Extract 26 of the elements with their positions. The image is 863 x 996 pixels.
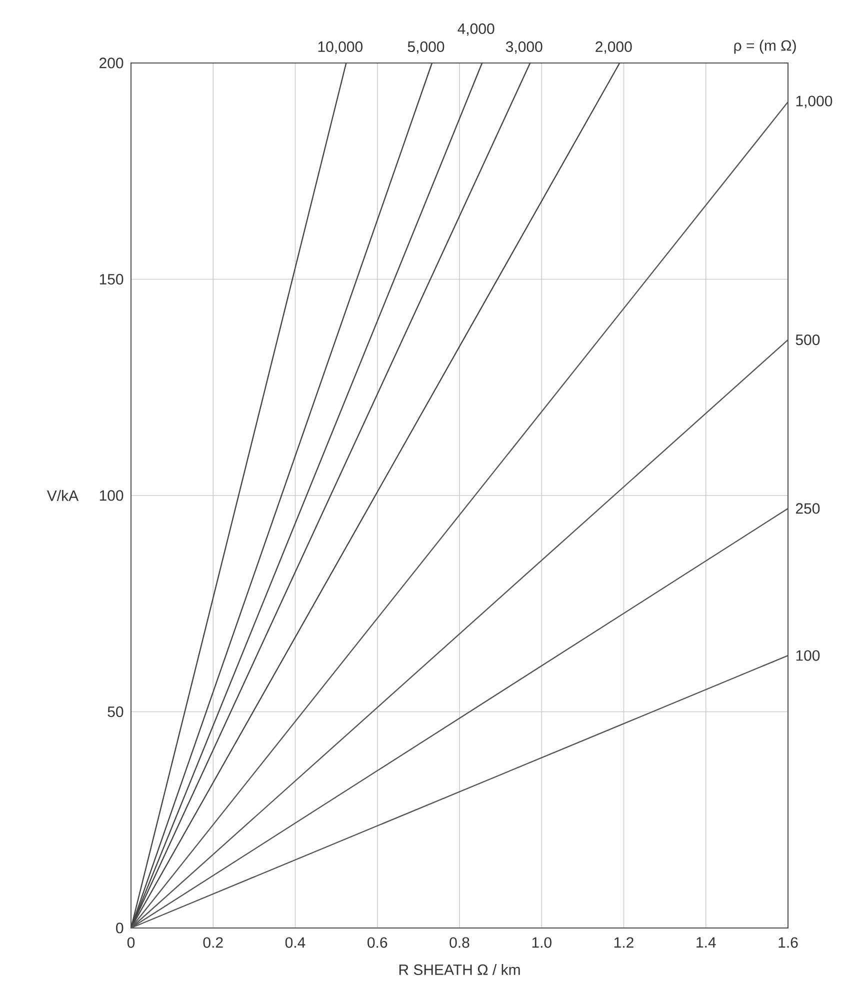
x-tick-label: 0.8 (450, 937, 470, 948)
x-tick-label: 0 (127, 937, 135, 948)
y-tick-label: 100 (100, 490, 124, 501)
series-label: 1,000 (796, 96, 832, 108)
x-tick-label: 1.0 (532, 937, 552, 948)
y-tick-label: 150 (100, 274, 124, 285)
series-label: 250 (796, 503, 820, 514)
x-tick-label: 1.2 (614, 937, 634, 948)
y-tick-label: 0 (116, 922, 124, 934)
series-label: 2,000 (596, 41, 632, 54)
series-label: 500 (796, 334, 820, 346)
y-axis-title: V/kA (46, 490, 79, 501)
series-label: 3,000 (506, 41, 542, 54)
x-tick-label: 0.4 (285, 937, 306, 948)
x-tick-label: 0.2 (203, 937, 223, 948)
series-label: 100 (796, 650, 820, 661)
x-axis-title: R SHEATH Ω / km (399, 964, 520, 976)
legend-title: ρ = (m Ω) (734, 40, 796, 54)
x-tick-label: 1.4 (696, 937, 716, 948)
x-tick-label: 0.6 (368, 937, 388, 948)
y-tick-label: 200 (100, 58, 124, 68)
series-label: 4,000 (458, 23, 494, 36)
x-tick-label: 1.6 (778, 937, 798, 948)
series-label: 10,000 (318, 41, 363, 54)
y-tick-label: 50 (108, 706, 124, 718)
series-label: 5,000 (408, 41, 444, 54)
